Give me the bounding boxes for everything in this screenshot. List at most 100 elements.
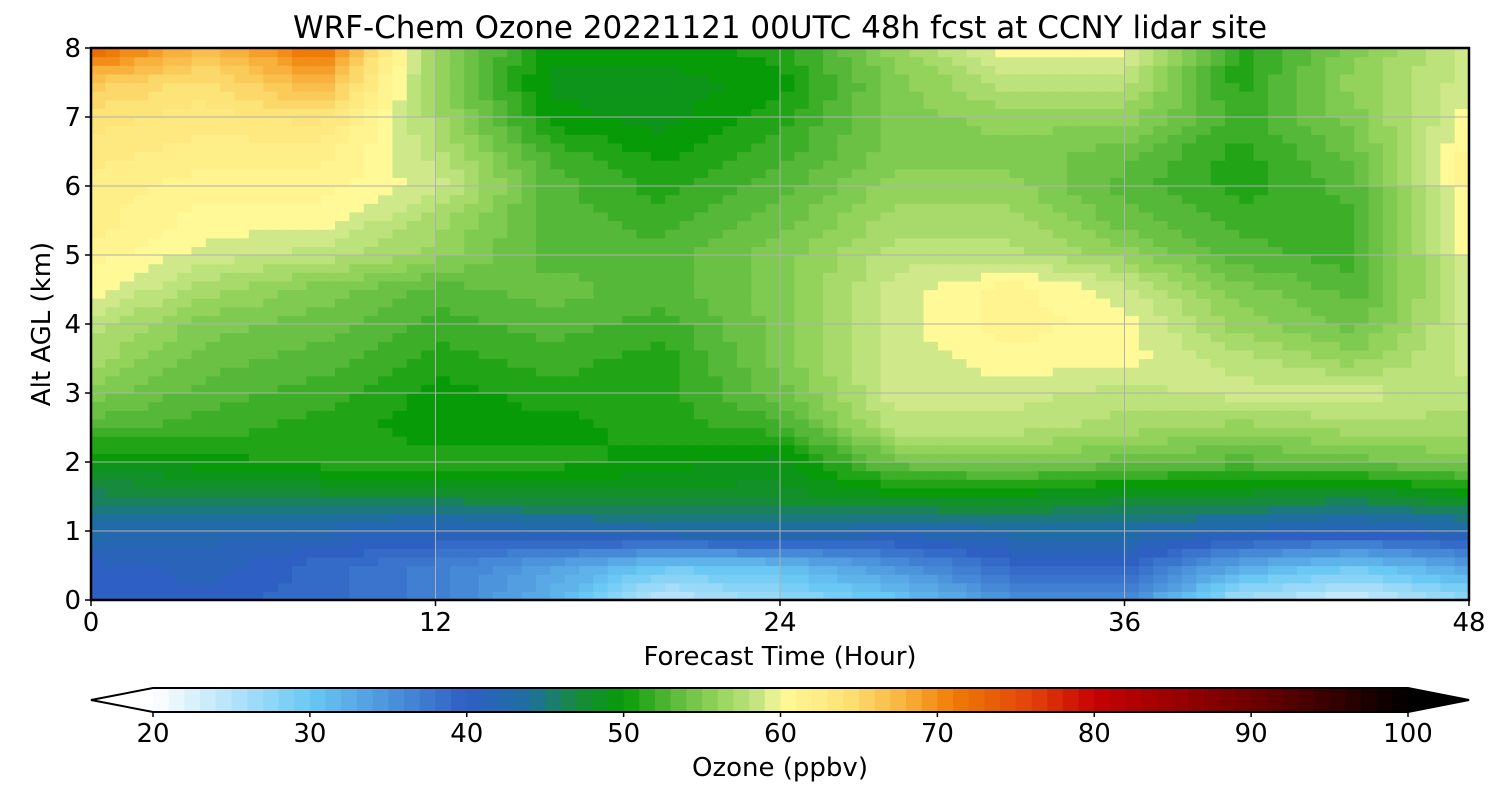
heatmap-cell bbox=[1081, 531, 1097, 541]
heatmap-cell bbox=[1210, 531, 1226, 541]
heatmap-cell bbox=[1095, 160, 1111, 170]
heatmap-cell bbox=[1296, 479, 1312, 489]
heatmap-cell bbox=[765, 539, 781, 549]
heatmap-cell bbox=[1067, 151, 1083, 161]
heatmap-cell bbox=[794, 349, 810, 360]
heatmap-cell bbox=[1224, 556, 1240, 567]
heatmap-cell bbox=[780, 220, 795, 230]
heatmap-cell bbox=[162, 194, 178, 204]
heatmap-cell bbox=[464, 358, 480, 368]
heatmap-cell bbox=[579, 280, 594, 291]
heatmap-cell bbox=[1024, 410, 1039, 420]
heatmap-cell bbox=[880, 367, 896, 377]
heatmap-cell bbox=[808, 229, 824, 239]
heatmap-cell bbox=[162, 177, 178, 187]
heatmap-cell bbox=[263, 479, 279, 489]
heatmap-cell bbox=[607, 194, 623, 204]
heatmap-cell bbox=[894, 410, 910, 420]
heatmap-cell bbox=[966, 151, 982, 161]
heatmap-cell bbox=[607, 211, 623, 222]
heatmap-cell bbox=[406, 358, 422, 368]
heatmap-cell bbox=[622, 246, 638, 256]
heatmap-cell bbox=[464, 591, 480, 600]
heatmap-cell bbox=[636, 211, 652, 222]
heatmap-cell bbox=[1440, 358, 1456, 368]
heatmap-cell bbox=[1210, 220, 1226, 230]
heatmap-cell bbox=[1253, 246, 1269, 256]
heatmap-cell bbox=[593, 203, 609, 213]
heatmap-cell bbox=[349, 505, 365, 515]
heatmap-cell bbox=[1253, 556, 1269, 567]
heatmap-cell bbox=[622, 375, 638, 385]
heatmap-cell bbox=[378, 289, 394, 299]
heatmap-cell bbox=[234, 332, 250, 342]
heatmap-cell bbox=[478, 393, 494, 403]
heatmap-cell bbox=[406, 186, 422, 196]
heatmap-cell bbox=[1138, 160, 1154, 170]
heatmap-cell bbox=[191, 444, 207, 454]
heatmap-cell bbox=[1224, 306, 1240, 316]
heatmap-cell bbox=[980, 332, 996, 342]
heatmap-cell bbox=[894, 272, 910, 282]
heatmap-cell bbox=[349, 272, 365, 282]
heatmap-cell bbox=[148, 479, 164, 489]
heatmap-cell bbox=[751, 298, 767, 308]
heatmap-cell bbox=[306, 194, 322, 204]
heatmap-cell bbox=[880, 358, 896, 368]
heatmap-cell bbox=[277, 496, 293, 506]
heatmap-cell bbox=[1095, 556, 1111, 567]
heatmap-cell bbox=[1081, 548, 1097, 558]
heatmap-cell bbox=[507, 384, 523, 394]
heatmap-cell bbox=[306, 229, 322, 239]
heatmap-cell bbox=[1354, 306, 1370, 316]
heatmap-cell bbox=[1196, 272, 1212, 282]
heatmap-cell bbox=[1339, 427, 1355, 437]
heatmap-cell bbox=[722, 401, 738, 411]
heatmap-cell bbox=[392, 186, 408, 196]
heatmap-cell bbox=[1440, 427, 1456, 437]
heatmap-cell bbox=[291, 272, 307, 282]
heatmap-cell bbox=[521, 160, 537, 170]
heatmap-cell bbox=[607, 505, 623, 515]
heatmap-cell bbox=[1124, 211, 1140, 222]
heatmap-cell bbox=[1440, 272, 1456, 282]
heatmap-cell bbox=[1196, 280, 1212, 291]
heatmap-cell bbox=[105, 539, 121, 549]
heatmap-cell bbox=[1110, 436, 1126, 446]
heatmap-cell bbox=[406, 531, 422, 541]
heatmap-cell bbox=[1311, 496, 1327, 506]
heatmap-cell bbox=[421, 246, 437, 256]
heatmap-cell bbox=[148, 574, 164, 584]
heatmap-cell bbox=[751, 556, 767, 567]
heatmap-cell bbox=[148, 298, 164, 308]
heatmap-cell bbox=[937, 427, 953, 437]
heatmap-cell bbox=[492, 272, 508, 282]
heatmap-cell bbox=[91, 375, 106, 385]
heatmap-cell bbox=[780, 367, 795, 377]
heatmap-cell bbox=[1325, 479, 1341, 489]
heatmap-cell bbox=[1095, 384, 1111, 394]
heatmap-cell bbox=[1411, 479, 1427, 489]
heatmap-cell bbox=[1253, 505, 1269, 515]
heatmap-cell bbox=[1181, 582, 1197, 592]
heatmap-cell bbox=[320, 168, 336, 178]
heatmap-cell bbox=[263, 160, 279, 170]
heatmap-cell bbox=[636, 341, 652, 351]
heatmap-cell bbox=[1110, 513, 1126, 523]
heatmap-cell bbox=[736, 470, 752, 480]
heatmap-cell bbox=[363, 246, 379, 256]
heatmap-cell bbox=[923, 289, 939, 299]
heatmap-cell bbox=[923, 263, 939, 273]
heatmap-cell bbox=[291, 505, 307, 515]
heatmap-cell bbox=[736, 479, 752, 489]
heatmap-cell bbox=[1454, 160, 1469, 170]
heatmap-cell bbox=[751, 358, 767, 368]
heatmap-cell bbox=[579, 496, 594, 506]
heatmap-cell bbox=[1397, 444, 1413, 454]
heatmap-cell bbox=[535, 436, 551, 446]
heatmap-cell bbox=[937, 401, 953, 411]
heatmap-cell bbox=[995, 332, 1011, 342]
heatmap-cell bbox=[808, 462, 824, 472]
heatmap-cell bbox=[780, 341, 795, 351]
heatmap-cell bbox=[492, 324, 508, 334]
